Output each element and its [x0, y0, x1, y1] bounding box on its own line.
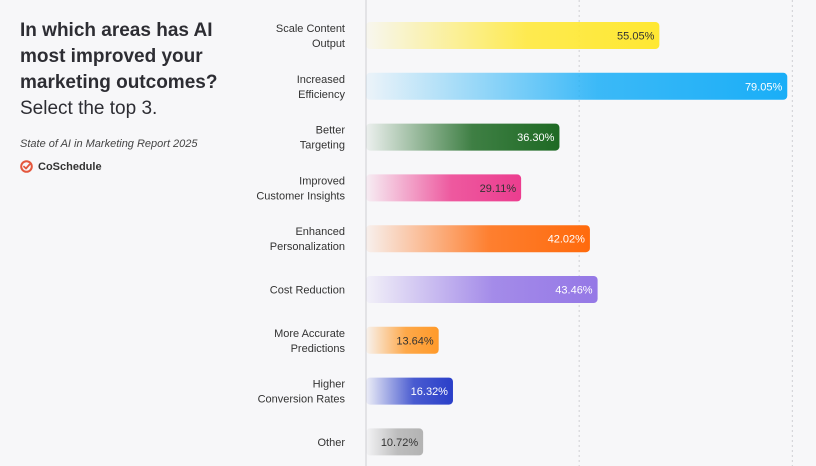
category-label: Better — [316, 125, 346, 137]
category-label: Cost Reduction — [270, 285, 345, 297]
data-label: 16.32% — [411, 386, 449, 398]
source-note: State of AI in Marketing Report 2025 — [20, 138, 198, 150]
brand-name: CoSchedule — [38, 160, 102, 173]
category-label: Enhanced — [295, 226, 345, 238]
category-label: Output — [312, 38, 345, 50]
category-label: Higher — [313, 379, 346, 391]
bar — [366, 377, 453, 405]
category-label: More Accurate — [274, 328, 345, 340]
category-label: Other — [317, 437, 345, 449]
chart-title: In which areas has AI most improved your… — [20, 20, 218, 93]
title-panel: In which areas has AI most improved your… — [20, 18, 230, 173]
bar — [366, 326, 439, 354]
data-label: 10.72% — [381, 437, 419, 449]
bar — [366, 174, 522, 202]
category-label: Efficiency — [298, 89, 345, 101]
data-label: 42.02% — [548, 234, 586, 246]
category-label: Increased — [297, 74, 345, 86]
bar — [366, 72, 788, 100]
category-label: Conversion Rates — [258, 394, 346, 406]
bar — [366, 225, 590, 253]
chart-subtitle: Select the top 3. — [20, 98, 158, 119]
brand-logo: CoSchedule — [20, 160, 230, 173]
bar — [366, 123, 560, 151]
coschedule-check-icon — [20, 160, 33, 173]
data-label: 13.64% — [396, 335, 434, 347]
data-label: 36.30% — [517, 132, 555, 144]
data-label: 79.05% — [745, 81, 783, 93]
category-label: Improved — [299, 175, 345, 187]
data-label: 29.11% — [480, 183, 517, 195]
bar — [366, 428, 424, 456]
category-label: Predictions — [291, 343, 346, 355]
bar — [366, 22, 660, 49]
bar — [366, 276, 598, 303]
category-label: Customer Insights — [256, 190, 345, 202]
data-label: 43.46% — [555, 285, 593, 297]
category-label: Personalization — [270, 241, 345, 253]
category-label: Scale Content — [276, 23, 345, 35]
data-label: 55.05% — [617, 31, 655, 43]
category-label: Targeting — [300, 140, 345, 152]
